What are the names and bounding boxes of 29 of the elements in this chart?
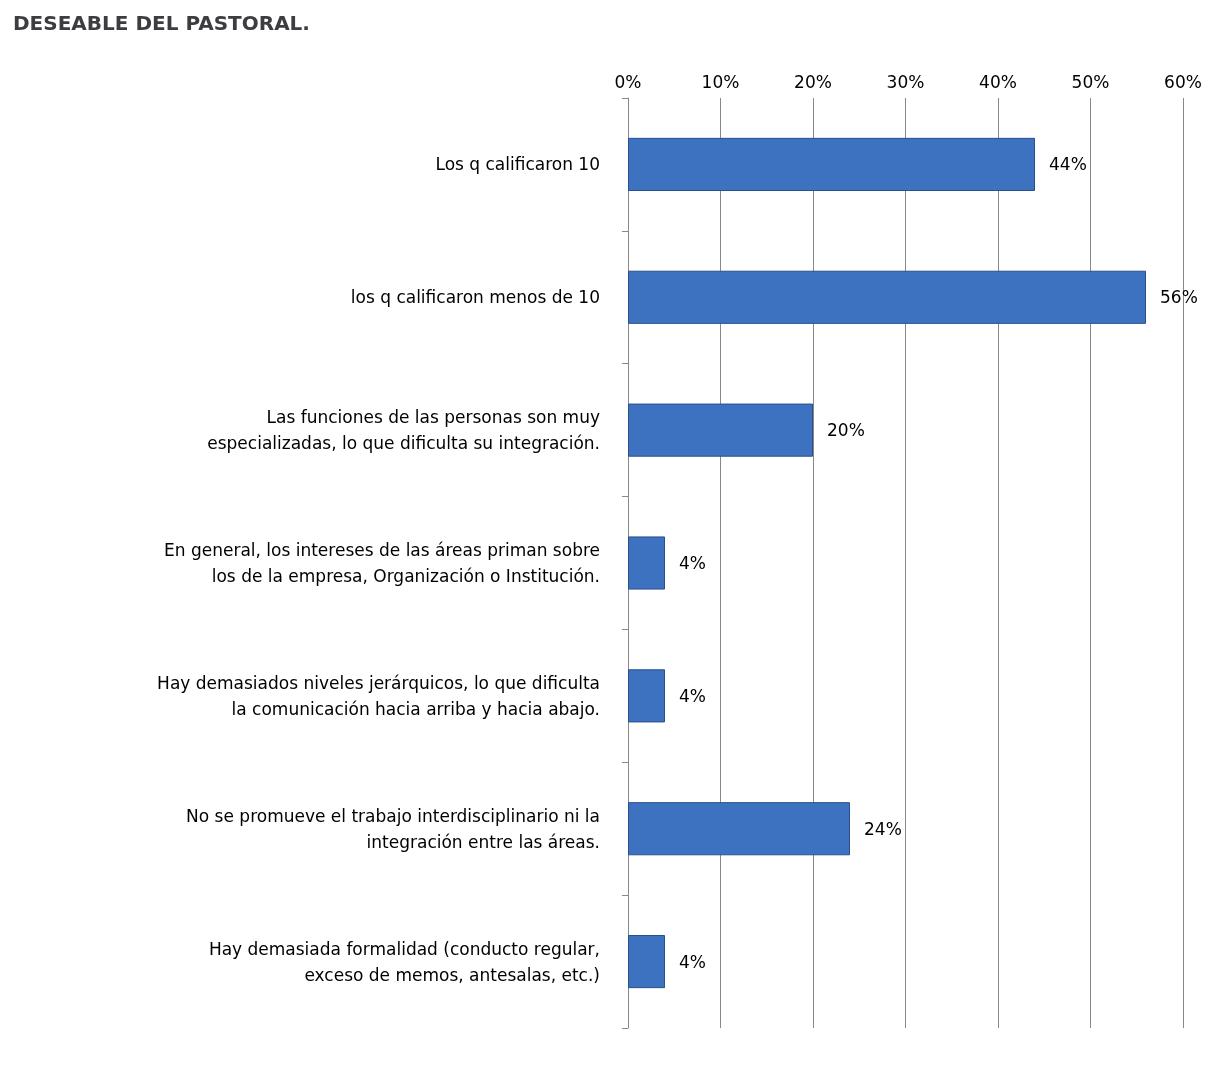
y-tick-label: En general, los intereses de las áreas priman sobre los de la empresa, Organización o Institución. (163, 540, 600, 586)
data-label: 24% (864, 818, 902, 839)
x-tick-label: 30% (886, 71, 925, 92)
bar (628, 403, 813, 457)
data-label: 44% (1049, 154, 1087, 175)
y-tick-label: No se promueve el trabajo interdisciplinario ni la integración entre las áreas. (186, 805, 600, 852)
x-tick-label: 40% (979, 71, 1017, 92)
y-tick-label: Las funciones de las personas son muy especializadas, lo que dificulta su integración. (207, 407, 600, 454)
x-tick-label: 0% (614, 71, 642, 92)
data-label: 4% (679, 553, 706, 573)
data-label: 56% (1160, 287, 1198, 308)
bar (628, 669, 665, 723)
bar (628, 270, 1146, 324)
bar (628, 935, 665, 989)
x-tick-label: 60% (1164, 71, 1202, 92)
y-tick-label: Los q calificaron 10 (435, 154, 600, 175)
y-tick-label: Hay demasiados niveles jerárquicos, lo que dificulta la comunicación hacia arriba y hacia abajo. (157, 672, 600, 719)
text: DESEABLE DEL PASTORAL. (13, 11, 310, 35)
bar (628, 536, 665, 590)
x-tick-label: 10% (701, 71, 740, 92)
data-label: 20% (827, 420, 865, 441)
x-tick-label: 20% (794, 71, 832, 92)
data-label: 4% (679, 951, 706, 972)
x-tick-label: 50% (1071, 71, 1110, 92)
y-tick-label: los q calificaron menos de 10 (350, 287, 600, 308)
bar (628, 137, 1035, 191)
bar (628, 802, 850, 856)
y-tick-label: Hay demasiada formalidad (conducto regular, exceso de memos, antesalas, etc.) (208, 938, 600, 985)
data-label: 4% (679, 685, 706, 706)
